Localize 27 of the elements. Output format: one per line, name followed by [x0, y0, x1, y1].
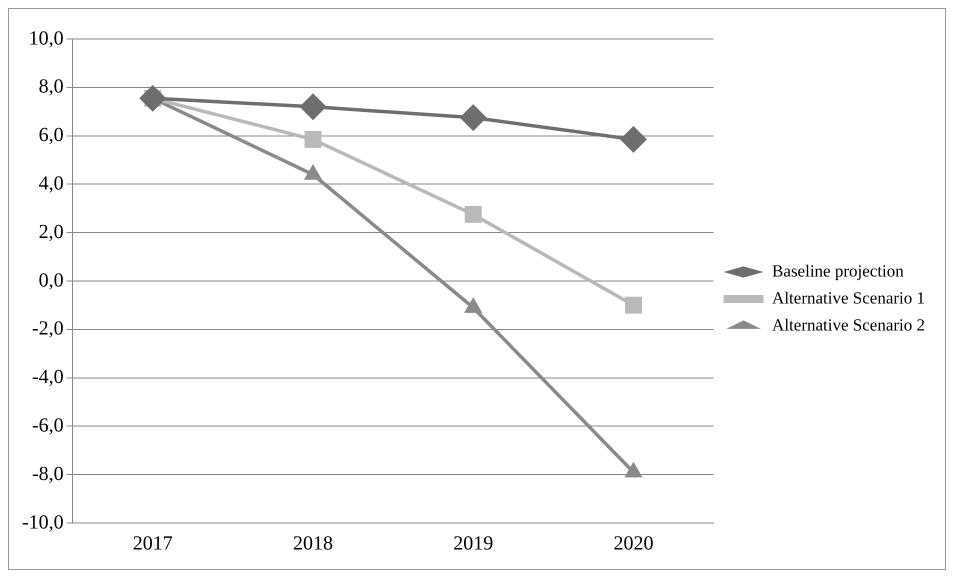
point	[304, 130, 322, 148]
y-tick-label: -8,0	[32, 462, 64, 485]
point	[620, 126, 646, 152]
legend-label: Alternative Scenario 1	[772, 288, 926, 308]
y-tick-label: 10,0	[28, 27, 64, 50]
point	[464, 206, 482, 223]
x-tick-label: 2018	[292, 532, 333, 554]
point	[460, 104, 486, 130]
point	[626, 463, 642, 478]
y-tick-label: -2,0	[32, 318, 64, 340]
legend-label: Alternative Scenario 2	[772, 315, 926, 334]
y-tick-label: 2,0	[38, 220, 64, 243]
point	[300, 94, 326, 120]
point	[465, 298, 482, 313]
x-tick-label: 2017	[132, 532, 173, 554]
y-tick-label: 0,0	[38, 269, 64, 292]
legend-label: Baseline projection	[772, 261, 904, 280]
x-tick-label: 2019	[453, 532, 494, 554]
x-tick-label: 2020	[613, 532, 654, 554]
point	[140, 86, 166, 112]
point	[624, 296, 642, 314]
y-tick-label: 4,0	[38, 172, 64, 194]
y-tick-label: -10,0	[22, 511, 64, 534]
y-tick-label: -6,0	[32, 414, 64, 436]
y-tick-label: 6,0	[38, 124, 64, 146]
y-tick-label: 8,0	[38, 76, 64, 98]
y-tick-label: -4,0	[32, 366, 64, 388]
